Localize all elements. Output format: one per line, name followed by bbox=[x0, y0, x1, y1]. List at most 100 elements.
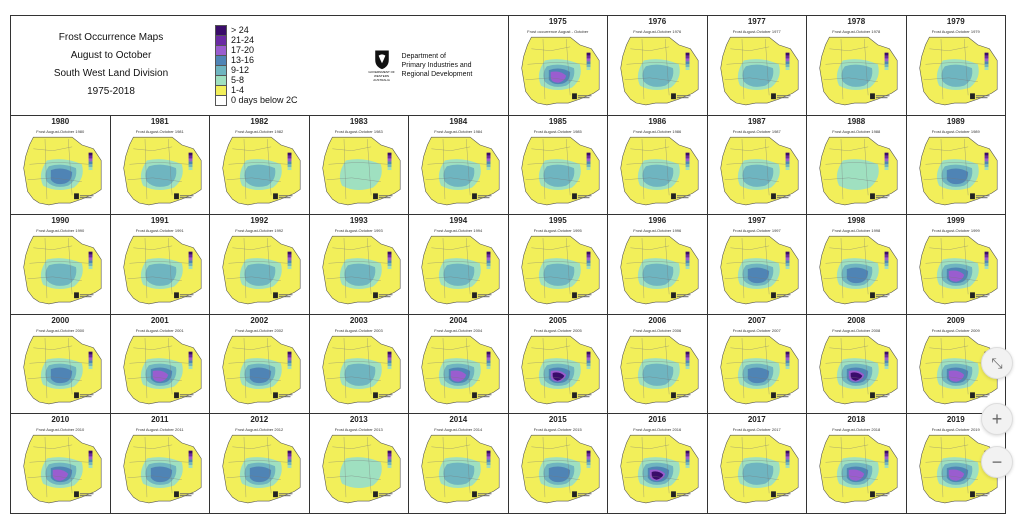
map-subtitle: Frost August-October 1976 bbox=[633, 29, 682, 34]
frost-map bbox=[819, 435, 898, 504]
map-cell-2001: 2001 Frost August-October 2001 bbox=[110, 314, 209, 414]
legend-item: > 24 bbox=[215, 24, 298, 36]
map-year-label: 2013 bbox=[349, 415, 368, 425]
frost-map bbox=[520, 236, 599, 305]
map-cell-1995: 1995 Frost August-October 1995 bbox=[508, 215, 607, 314]
map-year-label: 1994 bbox=[449, 216, 468, 226]
frost-map bbox=[122, 236, 201, 305]
map-cell-1988: 1988 Frost August-October 1988 bbox=[807, 115, 906, 215]
map-year-label: 2018 bbox=[847, 415, 866, 425]
collapse-button[interactable]: ⤡ bbox=[981, 347, 1013, 379]
map-cell-2014: 2014 Frost August-October 2014 bbox=[409, 414, 508, 513]
map-cell-1982: 1982 Frost August-October 1982 bbox=[210, 115, 309, 215]
frost-map bbox=[421, 136, 500, 205]
frost-map bbox=[819, 236, 898, 305]
map-year-label: 2006 bbox=[648, 315, 667, 325]
map-year-label: 1992 bbox=[250, 216, 269, 226]
map-subtitle: Frost August-October 1986 bbox=[633, 128, 682, 134]
frost-map bbox=[23, 335, 102, 405]
map-year-label: 1989 bbox=[946, 116, 965, 126]
zoom-in-button[interactable]: + bbox=[981, 403, 1013, 435]
minus-icon: − bbox=[991, 451, 1003, 472]
map-cell-1979: 1979 Frost August-October 1979 bbox=[906, 16, 1005, 115]
map-year-label: 1988 bbox=[847, 116, 866, 126]
map-subtitle: Frost August-October 1988 bbox=[832, 128, 881, 134]
title-line-1: Frost Occurrence Maps bbox=[58, 32, 164, 44]
legend-label: 1-4 bbox=[231, 85, 245, 96]
map-cell-2011: 2011 Frost August-October 2011 bbox=[110, 414, 209, 513]
legend-item: 5-8 bbox=[215, 74, 298, 86]
map-subtitle: Frost August-October 2007 bbox=[732, 327, 781, 333]
map-year-label: 1982 bbox=[250, 116, 269, 126]
legend-item: 1-4 bbox=[215, 84, 298, 96]
legend-label: 5-8 bbox=[231, 75, 245, 86]
map-year-label: 2012 bbox=[250, 415, 269, 425]
frost-map bbox=[819, 335, 898, 405]
map-cell-1985: 1985 Frost August-October 1985 bbox=[508, 115, 607, 215]
frost-map bbox=[719, 335, 798, 405]
map-year-label: 1978 bbox=[847, 17, 866, 26]
crest-caption: GOVERNMENT OF WESTERN AUSTRALIA bbox=[368, 70, 395, 83]
map-year-label: 2009 bbox=[946, 315, 965, 325]
frost-map bbox=[620, 335, 699, 405]
department-line-1: Department of bbox=[401, 52, 446, 60]
map-year-label: 2010 bbox=[51, 415, 70, 425]
map-subtitle: Frost August-October 2001 bbox=[135, 327, 184, 333]
map-year-label: 2004 bbox=[449, 315, 468, 325]
map-cell-1984: 1984 Frost August-October 1984 bbox=[409, 115, 508, 215]
map-subtitle: Frost August-October 1987 bbox=[732, 128, 781, 134]
frost-map bbox=[122, 435, 201, 504]
map-subtitle: Frost August-October 2011 bbox=[135, 427, 184, 433]
map-cell-1994: 1994 Frost August-October 1994 bbox=[409, 215, 508, 314]
map-cell-1980: 1980 Frost August-October 1980 bbox=[11, 115, 110, 215]
department-logo: GOVERNMENT OF WESTERN AUSTRALIA Departme… bbox=[368, 48, 473, 82]
map-cell-2016: 2016 Frost August-October 2016 bbox=[608, 414, 707, 513]
map-subtitle: Frost August-October 1983 bbox=[334, 128, 383, 134]
map-subtitle: Frost August-October 2000 bbox=[36, 327, 85, 333]
map-subtitle: Frost August-October 1981 bbox=[135, 128, 184, 134]
map-cell-1996: 1996 Frost August-October 1996 bbox=[608, 215, 707, 314]
map-cell-2005: 2005 Frost August-October 2005 bbox=[508, 314, 607, 414]
legend-label: 13-16 bbox=[231, 55, 255, 66]
map-year-label: 1993 bbox=[349, 216, 368, 226]
frost-map bbox=[222, 236, 301, 305]
frost-map bbox=[321, 236, 400, 305]
map-subtitle: Frost August-October 1995 bbox=[533, 228, 582, 234]
map-year-label: 1980 bbox=[51, 116, 70, 126]
map-subtitle: Frost August-October 2006 bbox=[633, 327, 682, 333]
frost-map bbox=[918, 236, 997, 305]
crest-icon: GOVERNMENT OF WESTERN AUSTRALIA bbox=[368, 48, 396, 82]
map-subtitle: Frost August-October 2014 bbox=[434, 427, 483, 433]
frost-map bbox=[122, 136, 201, 205]
map-subtitle: Frost August-October 1999 bbox=[931, 228, 980, 234]
zoom-out-button[interactable]: − bbox=[981, 446, 1013, 478]
title-line-3: South West Land Division bbox=[53, 68, 169, 80]
map-year-label: 2007 bbox=[747, 315, 766, 325]
map-year-label: 1996 bbox=[648, 216, 667, 226]
map-cell-1989: 1989 Frost August-October 1989 bbox=[906, 115, 1005, 215]
map-cell-1981: 1981 Frost August-October 1981 bbox=[110, 115, 209, 215]
map-cell-1975: 1975 Frost occurrence August - October bbox=[508, 16, 607, 115]
department-name: Department of Primary Industries and Reg… bbox=[402, 52, 473, 79]
map-cell-2018: 2018 Frost August-October 2018 bbox=[807, 414, 906, 513]
collapse-icon: ⤡ bbox=[991, 354, 1003, 371]
frost-map bbox=[620, 36, 699, 106]
map-subtitle: Frost August-October 2002 bbox=[235, 327, 284, 333]
map-cell-2000: 2000 Frost August-October 2000 bbox=[11, 314, 110, 414]
map-year-label: 1979 bbox=[946, 17, 965, 26]
map-cell-1983: 1983 Frost August-October 1983 bbox=[309, 115, 408, 215]
map-year-label: 1991 bbox=[150, 216, 169, 226]
legend-item: 17-20 bbox=[215, 44, 298, 56]
frost-map bbox=[620, 136, 699, 205]
title-line-4: 1975-2018 bbox=[87, 86, 135, 98]
frost-map bbox=[321, 435, 400, 504]
map-year-label: 1990 bbox=[51, 216, 70, 226]
map-subtitle: Frost August-October 1996 bbox=[633, 228, 682, 234]
frost-map bbox=[819, 36, 898, 106]
map-subtitle: Frost August-October 1997 bbox=[732, 228, 781, 234]
map-subtitle: Frost August-October 1989 bbox=[931, 128, 980, 134]
map-subtitle: Frost August-October 2018 bbox=[832, 427, 881, 433]
map-cell-1997: 1997 Frost August-October 1997 bbox=[707, 215, 806, 314]
map-year-label: 1983 bbox=[349, 116, 368, 126]
map-cell-2003: 2003 Frost August-October 2003 bbox=[309, 314, 408, 414]
